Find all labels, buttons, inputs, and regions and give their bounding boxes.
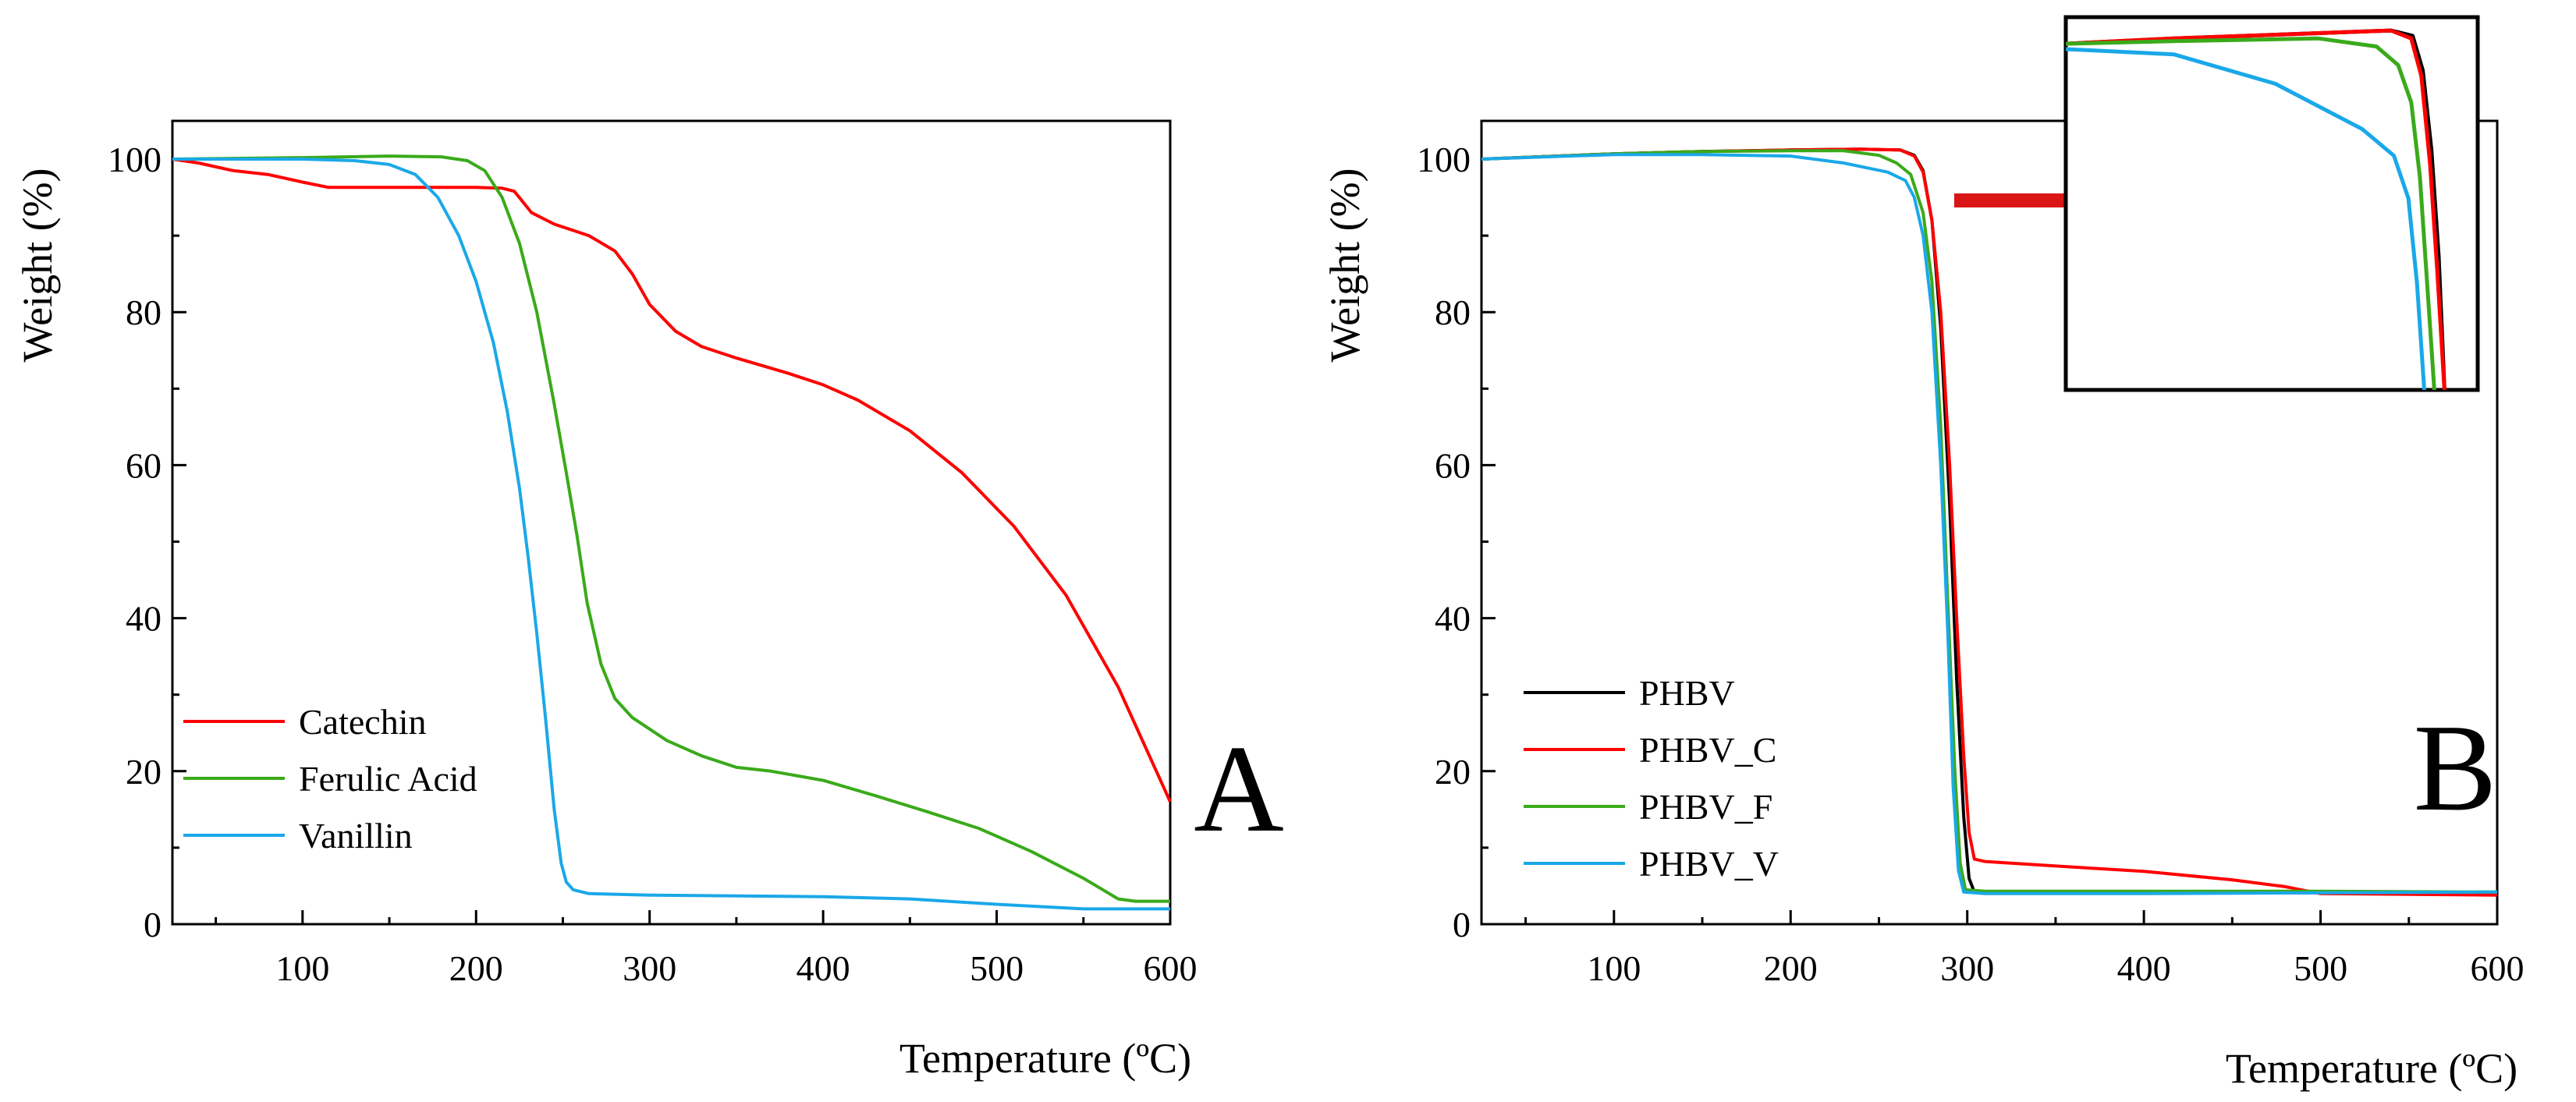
panel-a-label: A <box>1194 719 1284 858</box>
panel-b-x-axis-label: Temperature (ºC) <box>2226 1045 2517 1092</box>
legend-label-phbv-c: PHBV_C <box>1639 730 1776 770</box>
x-tick-label: 300 <box>1940 948 1994 988</box>
y-tick-label: 80 <box>126 292 161 332</box>
panel-a-chart: 0 20 40 60 80 100 100 200 300 400 500 600 Weight (… <box>14 119 1284 1082</box>
series-line-phbv-v <box>1481 153 2498 895</box>
series-line-catechin <box>172 158 1172 803</box>
panel-b-series <box>1481 147 2498 897</box>
x-tick-label: 500 <box>2294 948 2347 988</box>
x-tick-label: 300 <box>623 948 676 988</box>
inset-line-phbv-c <box>2066 28 2446 390</box>
x-tick-label: 600 <box>1144 948 1198 988</box>
y-tick-label: 60 <box>1435 445 1471 485</box>
inset-lines <box>2066 28 2446 390</box>
panel-b-y-ticks: 0 20 40 60 80 100 <box>1417 140 1496 944</box>
x-tick-label: 100 <box>1587 948 1641 988</box>
legend-label-phbv: PHBV <box>1639 673 1735 713</box>
panel-b-label: B <box>2414 698 2497 837</box>
y-tick-label: 20 <box>1435 752 1471 792</box>
panel-a-x-axis-label: Temperature (ºC) <box>899 1035 1191 1082</box>
legend-label-catechin: Catechin <box>299 702 427 742</box>
x-tick-label: 400 <box>2117 948 2171 988</box>
y-tick-label: 60 <box>126 445 161 485</box>
legend-label-vanillin: Vanillin <box>299 816 413 856</box>
x-tick-label: 200 <box>449 948 503 988</box>
y-tick-label: 40 <box>126 599 161 639</box>
y-tick-label: 40 <box>1435 599 1471 639</box>
x-tick-label: 400 <box>797 948 850 988</box>
panel-b-y-axis-label: Weight (%) <box>1322 168 1368 362</box>
inset-line-phbv-f <box>2066 36 2436 390</box>
y-tick-label: 80 <box>1435 292 1471 332</box>
y-tick-label: 0 <box>1453 905 1471 944</box>
y-tick-label: 100 <box>108 140 161 179</box>
panel-b-x-ticks: 100 200 300 400 500 600 <box>1524 910 2525 988</box>
inset-line-phbv-v <box>2066 47 2426 390</box>
panel-b-plot-frame <box>1480 119 2499 926</box>
series-line-ferulic-acid <box>172 154 1170 903</box>
panel-a-y-axis-label: Weight (%) <box>14 168 61 362</box>
y-tick-label: 0 <box>144 905 161 944</box>
y-tick-label: 20 <box>126 752 161 792</box>
panel-a-plot-frame <box>171 119 1172 926</box>
legend-label-phbv-v: PHBV_V <box>1639 844 1779 884</box>
legend-label-phbv-f: PHBV_F <box>1639 787 1772 827</box>
x-tick-label: 100 <box>275 948 329 988</box>
x-tick-label: 600 <box>2471 948 2525 988</box>
inset-zoom <box>2063 15 2480 392</box>
panel-a-y-ticks: 0 20 40 60 80 100 <box>108 140 186 944</box>
panel-a-x-ticks: 100 200 300 400 500 600 <box>215 910 1198 988</box>
series-line-phbv-f <box>1481 149 2498 894</box>
panel-a-series <box>172 154 1172 911</box>
series-line-vanillin <box>172 158 1170 911</box>
x-tick-label: 200 <box>1764 948 1818 988</box>
legend-label-ferulic-acid: Ferulic Acid <box>299 759 477 799</box>
y-tick-label: 100 <box>1417 140 1471 179</box>
x-tick-label: 500 <box>970 948 1024 988</box>
panel-a-legend: Catechin Ferulic Acid Vanillin <box>183 702 477 856</box>
inset-series <box>2066 28 2446 390</box>
panel-b-chart: 0 20 40 60 80 100 100 200 300 400 500 600 Weight (… <box>1322 15 2525 1092</box>
inset-frame <box>2063 15 2480 392</box>
panel-b-legend: PHBV PHBV_C PHBV_F PHBV_V <box>1524 673 1779 884</box>
